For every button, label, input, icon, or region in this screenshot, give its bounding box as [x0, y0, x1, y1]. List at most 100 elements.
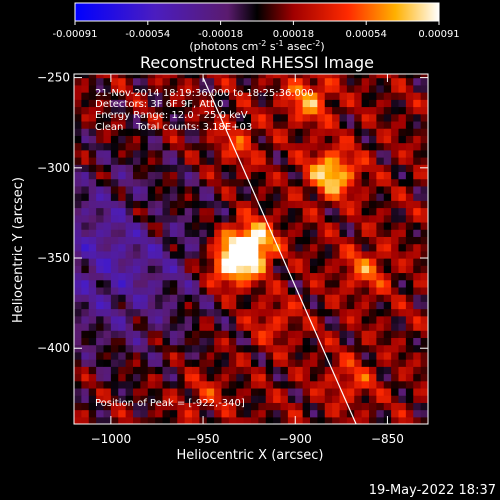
heatmap-cell [147, 243, 156, 252]
heatmap-cell [214, 380, 223, 389]
heatmap-cell [317, 359, 326, 367]
heatmap-cell [295, 416, 304, 424]
heatmap-cell [287, 74, 296, 79]
heatmap-cell [169, 84, 178, 93]
heatmap-cell [398, 84, 407, 93]
heatmap-cell [140, 229, 149, 237]
heatmap-cell [339, 207, 348, 216]
heatmap-cell [369, 120, 377, 129]
heatmap-cell [251, 214, 259, 223]
heatmap-cell [339, 359, 348, 367]
heatmap-cell [243, 301, 252, 310]
heatmap-cell [118, 149, 127, 158]
heatmap-cell [118, 84, 127, 93]
heatmap-cell [354, 258, 363, 266]
heatmap-cell [88, 308, 97, 317]
heatmap-cell [258, 200, 267, 209]
heatmap-cell [273, 366, 282, 375]
heatmap-cell [258, 380, 267, 389]
heatmap-cell [391, 402, 400, 411]
heatmap-cell [310, 207, 318, 216]
heatmap-cell [287, 286, 296, 295]
heatmap-cell [420, 156, 428, 165]
heatmap-cell [118, 265, 127, 274]
heatmap-cell [110, 120, 119, 129]
heatmap-cell [147, 229, 156, 237]
heatmap-cell [413, 294, 422, 302]
heatmap-cell [147, 135, 156, 144]
heatmap-cell [140, 128, 149, 136]
heatmap-cell [361, 74, 370, 79]
heatmap-cell [221, 77, 230, 86]
heatmap-cell [405, 193, 414, 201]
heatmap-cell [221, 395, 230, 403]
heatmap-cell [192, 229, 200, 237]
heatmap-cell [110, 193, 119, 201]
heatmap-cell [391, 207, 400, 216]
heatmap-cell [310, 156, 318, 165]
heatmap-cell [96, 221, 105, 230]
heatmap-cell [310, 229, 318, 237]
heatmap-cell [302, 156, 311, 165]
heatmap-cell [199, 265, 208, 274]
heatmap-cell [265, 178, 274, 187]
heatmap-cell [376, 74, 385, 79]
heatmap-cell [162, 308, 171, 317]
heatmap-cell [354, 106, 363, 115]
heatmap-cell [405, 315, 414, 324]
heatmap-cell [361, 185, 370, 194]
heatmap-cell [405, 221, 414, 230]
heatmap-cell [420, 286, 428, 295]
heatmap-cell [192, 106, 200, 115]
heatmap-cell [147, 330, 156, 339]
heatmap-cell [398, 409, 407, 418]
heatmap-cell [317, 156, 326, 165]
heatmap-cell [184, 294, 193, 302]
heatmap-cell [391, 214, 400, 223]
heatmap-cell [324, 113, 333, 122]
heatmap-cell [214, 74, 223, 79]
heatmap-cell [295, 120, 304, 129]
heatmap-cell [162, 359, 171, 367]
heatmap-cell [96, 207, 105, 216]
heatmap-cell [398, 344, 407, 353]
heatmap-cell [81, 142, 90, 151]
heatmap-cell [243, 200, 252, 209]
heatmap-cell [361, 77, 370, 86]
y-tick-label: −250 [37, 71, 70, 85]
heatmap-cell [383, 84, 392, 93]
heatmap-cell [369, 99, 377, 108]
heatmap-cell [251, 258, 259, 266]
heatmap-cell [192, 156, 200, 165]
heatmap-cell [88, 77, 97, 86]
heatmap-cell [369, 149, 377, 158]
heatmap-cell [147, 193, 156, 201]
heatmap-cell [236, 214, 245, 223]
heatmap-cell [125, 106, 134, 115]
heatmap-cell [383, 193, 392, 201]
heatmap-cell [354, 250, 363, 259]
heatmap-cell [96, 395, 105, 403]
heatmap-cell [228, 207, 237, 216]
heatmap-cell [169, 193, 178, 201]
heatmap-cell [398, 380, 407, 389]
heatmap-cell [420, 243, 428, 252]
heatmap-cell [302, 243, 311, 252]
heatmap-cell [317, 294, 326, 302]
colorbar-tick-label: 0.00054 [346, 29, 387, 40]
heatmap-cell [133, 178, 141, 187]
heatmap-cell [302, 135, 311, 144]
heatmap-cell [302, 236, 311, 245]
heatmap-cell [310, 164, 318, 173]
heatmap-cell [206, 214, 215, 223]
heatmap-cell [147, 258, 156, 266]
heatmap-cell [317, 74, 326, 79]
heatmap-cell [361, 286, 370, 295]
heatmap-cell [420, 359, 428, 367]
heatmap-cell [273, 402, 282, 411]
heatmap-cell [295, 373, 304, 382]
heatmap-cell [361, 120, 370, 129]
heatmap-cell [339, 120, 348, 129]
heatmap-cell [354, 344, 363, 353]
heatmap-cell [332, 250, 341, 259]
